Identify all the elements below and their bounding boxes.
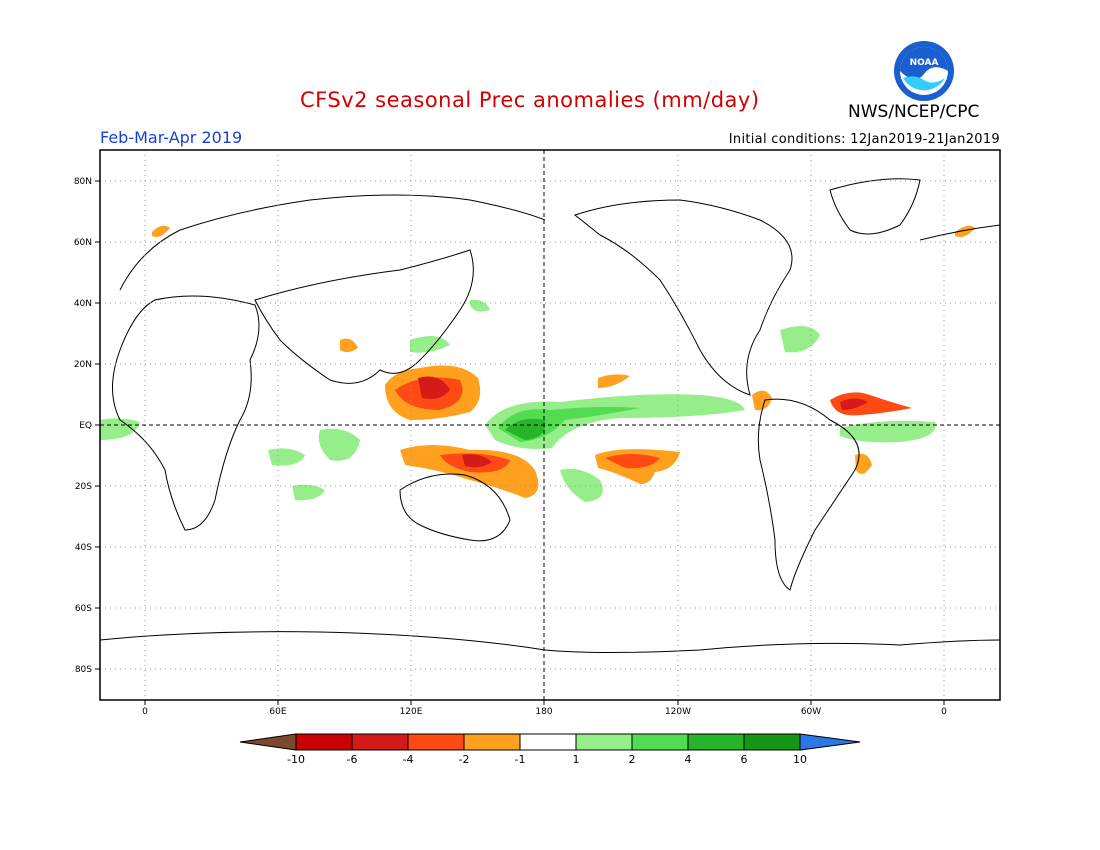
logo-wave [903,76,945,91]
colorbar-tick-2: 2 [629,753,636,766]
lon-label-0-east: 0 [941,707,947,717]
colorbar-cell-10-6 [295,733,353,751]
colorbar-cell-6-10 [743,733,801,751]
noaa-logo: NOAA [894,41,954,101]
lat-label-80n: 80N [74,177,92,187]
colorbar-tick-neg4: -4 [403,753,414,766]
colorbar-cell-2-4 [631,733,689,751]
anomaly-wet-atlantic [840,420,936,443]
lat-labels: 80N 60N 40N 20N EQ 20S 40S 60S 80S [74,177,100,675]
colorbar-cell-4-6 [687,733,745,751]
lat-label-60s: 60S [75,604,92,614]
anomaly-wet-central-pacific [485,394,745,449]
initial-conditions: Initial conditions: 12Jan2019-21Jan2019 [728,132,1000,147]
logo-bird [900,47,948,80]
lat-label-20s: 20S [75,482,92,492]
colorbar-cell-6-4 [351,733,409,751]
colorbar-cell-4-2 [407,733,465,751]
forecast-period: Feb-Mar-Apr 2019 [100,128,243,147]
lon-label-180: 180 [535,707,552,717]
lat-label-40s: 40S [75,543,92,553]
lon-labels: 0 60E 120E 180 120W 60W 0 [142,700,947,717]
colorbar-cell-lt-10 [239,733,297,751]
lat-label-40n: 40N [74,299,92,309]
lon-label-120e: 120E [400,707,423,717]
colorbar-cell-neutral [519,733,577,751]
colorbar-tick-6: 6 [741,753,748,766]
colorbar-tick-1: 1 [573,753,580,766]
logo-text: NOAA [910,58,939,68]
agency-label: NWS/NCEP/CPC [848,102,980,122]
lon-label-0-west: 0 [142,707,148,717]
colorbar-tick-10: 10 [793,753,807,766]
colorbar-cell-2-1 [463,733,521,751]
map-title: CFSv2 seasonal Prec anomalies (mm/day) [300,88,760,112]
lon-label-60w: 60W [801,707,821,717]
colorbar-cell-gt-10 [799,733,861,751]
lat-label-60n: 60N [74,238,92,248]
colorbar-tick-neg10: -10 [287,753,305,766]
colorbar-cell-1-2 [575,733,633,751]
reference-lines [100,150,1000,700]
coastlines [99,178,1001,653]
anomaly-fields [100,225,975,502]
lon-label-120w: 120W [665,707,691,717]
lat-label-eq: EQ [79,421,92,431]
lat-label-80s: 80S [75,665,92,675]
lon-label-60e: 60E [269,707,286,717]
lat-label-20n: 20N [74,360,92,370]
colorbar-tick-neg6: -6 [347,753,358,766]
colorbar: -10 -6 -4 -2 -1 1 2 4 6 10 [239,733,861,766]
colorbar-tick-neg2: -2 [459,753,470,766]
colorbar-tick-4: 4 [685,753,692,766]
anomaly-dry-atlantic [830,392,912,416]
colorbar-tick-neg1: -1 [515,753,526,766]
